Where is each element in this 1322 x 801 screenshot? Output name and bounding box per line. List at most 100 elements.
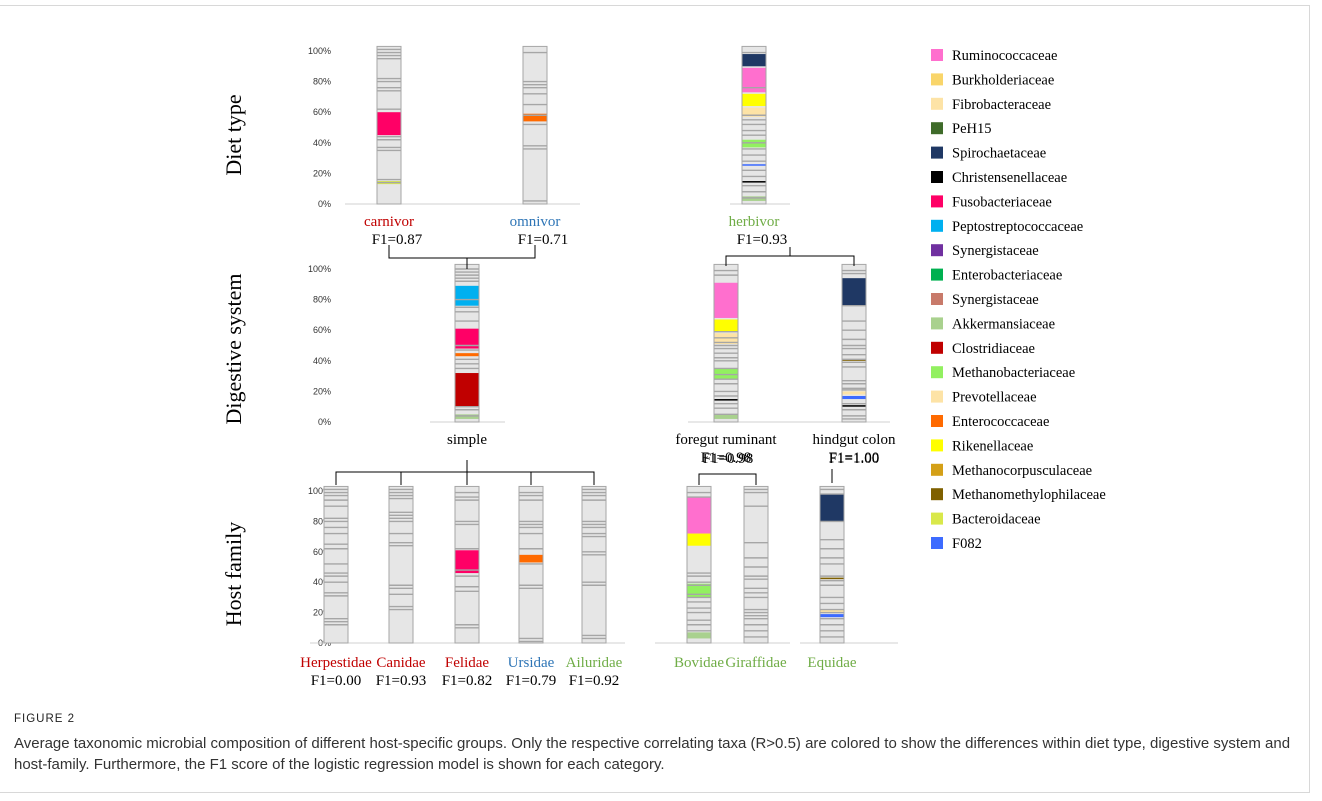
bar-felidae — [454, 485, 480, 644]
legend-label: Synergistaceae — [952, 243, 1039, 259]
legend-label: Akkermansiaceae — [952, 316, 1055, 332]
legend-swatch — [931, 195, 943, 208]
bar-segment — [455, 373, 479, 407]
legend-label: F082 — [952, 536, 982, 552]
bar-segment — [714, 414, 738, 419]
f1-score: F1=0.71 — [518, 232, 569, 248]
legend-label: Methanocorpusculaceae — [952, 463, 1092, 479]
legend-label: Rikenellaceae — [952, 438, 1033, 454]
category-label: omnivor — [510, 214, 561, 230]
bar-giraffidae — [743, 485, 769, 644]
bar-segment — [687, 497, 711, 534]
y-tick-label: 40% — [313, 577, 331, 587]
legend-label: Methanobacteriaceae — [952, 365, 1075, 381]
y-tick-label: 60% — [313, 547, 331, 557]
y-tick-label: 100% — [308, 46, 331, 56]
legend-label: Fibrobacteraceae — [952, 97, 1051, 113]
bar-segment — [742, 196, 766, 201]
category-label: Ursidae — [508, 655, 555, 671]
bar-segment — [714, 399, 738, 401]
bar-segment — [842, 278, 866, 306]
f1-score: F1=0.93 — [737, 232, 788, 248]
bar-segment — [742, 181, 766, 183]
bar-segment — [842, 359, 866, 361]
f1-score: F1=0.92 — [569, 673, 620, 689]
category-label: simple — [447, 432, 487, 448]
y-tick-label: 60% — [313, 107, 331, 117]
bar-segment — [714, 282, 738, 318]
bar-foregut — [713, 263, 739, 423]
legend-label: Spirochaetaceae — [952, 146, 1046, 162]
legend-label: Ruminococcaceae — [952, 48, 1057, 64]
f1-score: F1=0.98 — [703, 451, 754, 467]
y-tick-label: 0% — [318, 199, 331, 209]
y-tick-label: 20% — [313, 608, 331, 618]
legend-swatch — [931, 171, 943, 183]
f1-score: F1=0.00 — [311, 673, 362, 689]
connector-line — [388, 245, 536, 259]
legend-swatch — [931, 512, 943, 525]
legend-label: Enterococcaceae — [952, 414, 1049, 430]
y-tick-label: 100% — [308, 486, 331, 496]
f1-score: F1=0.98 — [701, 450, 752, 466]
legend-label: Enterobacteriaceae — [952, 268, 1062, 284]
legend-label: Christensenellaceae — [952, 170, 1067, 186]
f1-score: F1=0.82 — [442, 673, 493, 689]
bar-segment — [687, 632, 711, 639]
connector-line — [698, 473, 757, 485]
category-label: herbivor — [729, 214, 780, 230]
legend-swatch — [931, 268, 943, 281]
bar-segment — [455, 414, 479, 419]
bar-segment — [455, 550, 479, 574]
bar-segment — [742, 164, 766, 166]
legend-swatch — [931, 317, 943, 330]
figure-caption: FIGURE 2 Average taxonomic microbial com… — [14, 713, 1308, 775]
f1-score: F1=1.00 — [829, 451, 880, 467]
category-label: Herpestidae — [300, 655, 372, 671]
bar-segment — [820, 577, 844, 580]
bar-ailuridae — [581, 485, 607, 644]
legend-label: Clostridiaceae — [952, 341, 1035, 357]
bar-bovidae — [686, 485, 712, 644]
legend-label: Methanomethylophilaceae — [952, 487, 1106, 503]
y-tick-label: 80% — [313, 295, 331, 305]
bar-canidae — [388, 485, 414, 644]
bar-body — [323, 485, 349, 644]
legend: Ruminococcaceae Burkholderiaceae Fibrobact… — [931, 48, 1106, 552]
bar-body — [522, 45, 548, 205]
bar-herbivor — [741, 45, 767, 205]
y-tick-label: 80% — [313, 77, 331, 87]
category-label: Equidae — [807, 655, 856, 671]
bar-body — [743, 485, 769, 644]
legend-swatch — [931, 537, 943, 549]
bar-segment — [742, 107, 766, 117]
category-label: Bovidae — [674, 655, 724, 671]
bar-carnivor — [376, 45, 402, 205]
f1-score: F1=0.93 — [376, 673, 427, 689]
legend-swatch — [931, 97, 943, 110]
bar-segment — [455, 353, 479, 357]
bar-body — [581, 485, 607, 644]
category-label: Canidae — [376, 655, 425, 671]
row-label: Host family — [221, 522, 246, 627]
legend-label: Fusobacteriaceae — [952, 194, 1052, 210]
category-label: Giraffidae — [725, 655, 787, 671]
bar-ursidae — [518, 485, 544, 644]
bar-segment — [714, 368, 738, 380]
connector-line — [725, 255, 855, 266]
bar-segment — [455, 285, 479, 306]
category-label: carnivor — [364, 214, 414, 230]
legend-label: PeH15 — [952, 121, 991, 137]
bar-segment — [523, 113, 547, 122]
bar-segment — [742, 93, 766, 107]
legend-label: Prevotellaceae — [952, 390, 1037, 406]
bar-equidae — [819, 485, 845, 644]
f1-score: F1=0.87 — [372, 232, 423, 248]
figure-label: FIGURE 2 — [14, 713, 76, 725]
legend-label: Burkholderiaceae — [952, 72, 1054, 88]
legend-label: Synergistaceae — [952, 292, 1039, 308]
bar-segment — [714, 333, 738, 344]
y-tick-label: 100% — [308, 264, 331, 274]
stacked-bar-chart: 0% 20% 40% 60% 80% 100% Diet type 0% 20% 40% 60% 80… — [221, 45, 1106, 689]
bar-segment — [742, 139, 766, 148]
